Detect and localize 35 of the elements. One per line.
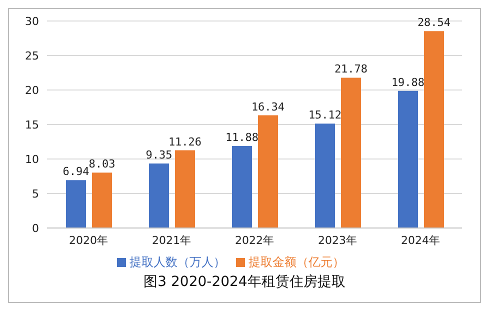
data-label: 11.26 [168,135,202,148]
data-label: 15.12 [308,108,342,122]
legend-label: 提取金额（亿元） [248,255,344,269]
bar [92,172,112,228]
bar [424,31,444,228]
x-tick-label: 2023年 [318,234,357,247]
bar [232,146,252,228]
bar [258,115,278,228]
x-tick-label: 2024年 [401,234,440,247]
bar [149,163,169,228]
bar [66,180,86,228]
data-label: 19.88 [391,76,425,89]
legend-label: 提取人数（万人） [130,255,226,269]
bar [341,78,361,228]
y-tick-label: 10 [25,152,39,166]
y-tick-label: 0 [32,222,39,235]
x-tick-label: 2020年 [69,234,108,247]
data-label: 28.54 [417,16,451,30]
x-tick-label: 2022年 [235,234,274,247]
data-label: 6.94 [62,165,90,178]
bar [398,90,418,228]
bar [315,124,335,228]
data-label: 8.03 [88,158,116,171]
data-label: 16.34 [251,100,285,114]
y-tick-label: 5 [32,187,39,200]
data-label: 9.35 [146,148,172,162]
x-tick-label: 2021年 [152,234,191,247]
bar [175,150,195,228]
y-tick-label: 20 [25,84,39,97]
y-tick-label: 15 [25,118,39,132]
y-tick-label: 30 [25,14,39,28]
text: 图3 2020-2024年租赁住房提取 [142,273,346,291]
y-tick-label: 25 [25,49,39,62]
data-label: 11.88 [225,131,259,144]
data-label: 21.78 [334,62,368,76]
